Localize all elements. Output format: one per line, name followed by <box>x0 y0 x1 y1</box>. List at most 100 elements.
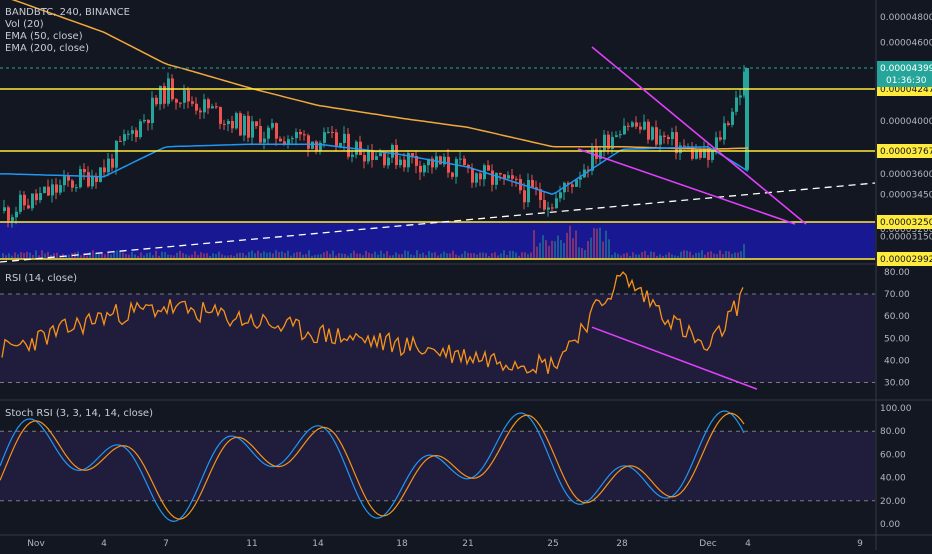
volume-bar <box>623 253 625 258</box>
volume-bar <box>92 250 94 258</box>
volume-bar <box>233 255 235 258</box>
volume-bar <box>542 235 544 258</box>
candle-body <box>571 184 574 187</box>
volume-bar <box>368 252 370 258</box>
candle-body <box>655 127 658 145</box>
candle-body <box>515 178 518 180</box>
date-tick-label: 9 <box>857 539 863 549</box>
wedge-upper-line <box>591 46 807 225</box>
volume-bar <box>134 254 136 258</box>
candle-body <box>147 119 150 124</box>
volume-bar <box>125 254 127 258</box>
price-pane[interactable] <box>0 0 876 263</box>
volume-bar <box>377 254 379 258</box>
volume-bar <box>29 252 31 258</box>
rsi-pane[interactable] <box>0 271 875 390</box>
candle-body <box>119 140 122 142</box>
ema200-indicator-label[interactable]: EMA (200, close) <box>5 43 89 54</box>
stoch-rsi-pane[interactable] <box>0 410 875 523</box>
candle-body <box>247 115 250 138</box>
candle-body <box>727 123 730 125</box>
stoch-k-line <box>0 410 745 523</box>
date-tick-label: 4 <box>101 539 107 549</box>
stoch-rsi-title[interactable]: Stoch RSI (3, 3, 14, 14, close) <box>5 408 153 419</box>
candle-body <box>471 168 474 183</box>
volume-bar <box>626 252 628 258</box>
volume-bar <box>479 252 481 258</box>
rsi-tick-label: 80.00 <box>884 268 910 278</box>
volume-bar <box>539 242 541 258</box>
volume-bar <box>485 253 487 258</box>
volume-bar <box>569 225 571 258</box>
stoch-band <box>0 431 875 501</box>
volume-bar <box>584 249 586 258</box>
candle-body <box>619 134 622 136</box>
volume-bar <box>371 253 373 258</box>
volume-bar <box>113 250 115 258</box>
candle-body <box>663 135 666 137</box>
candle-body <box>195 103 198 111</box>
candle-body <box>163 85 166 104</box>
candle-body <box>547 207 550 210</box>
candle-body <box>735 97 738 112</box>
candle-body <box>27 205 30 209</box>
volume-bar <box>743 244 745 258</box>
volume-bar <box>644 250 646 258</box>
volume-bar <box>506 254 508 258</box>
rsi-title[interactable]: RSI (14, close) <box>5 273 77 284</box>
volume-bar <box>257 250 259 258</box>
volume-bar <box>437 255 439 258</box>
volume-bar <box>179 250 181 258</box>
candle-body <box>235 113 238 129</box>
candle-body <box>511 175 514 179</box>
volume-bar <box>620 255 622 258</box>
volume-bar <box>359 253 361 258</box>
vol-indicator-label[interactable]: Vol (20) <box>5 19 44 30</box>
volume-bar <box>422 252 424 258</box>
volume-bar <box>245 255 247 258</box>
volume-bar <box>404 250 406 258</box>
candle-body <box>715 137 718 150</box>
volume-bar <box>722 254 724 258</box>
volume-bar <box>530 252 532 258</box>
volume-bar <box>416 250 418 258</box>
volume-bar <box>152 255 154 258</box>
volume-bar <box>218 251 220 258</box>
candle-body <box>111 158 114 168</box>
volume-bar <box>50 254 52 258</box>
volume-bar <box>395 252 397 258</box>
candle-body <box>311 141 314 149</box>
volume-bar <box>26 251 28 258</box>
candle-body <box>599 150 602 159</box>
candle-body <box>539 189 542 201</box>
volume-bar <box>170 254 172 258</box>
date-tick-label: 18 <box>396 539 408 549</box>
candle-body <box>595 146 598 159</box>
ema50-indicator-label[interactable]: EMA (50, close) <box>5 31 83 42</box>
candle-body <box>275 123 278 139</box>
volume-bar <box>548 245 550 258</box>
volume-bar <box>23 253 25 258</box>
volume-bar <box>293 253 295 258</box>
candle-body <box>219 106 222 124</box>
volume-bar <box>212 253 214 258</box>
candle-body <box>3 207 6 212</box>
price-tick-label: 0.00003600 <box>880 170 932 180</box>
volume-bar <box>8 253 10 258</box>
candle-body <box>463 158 466 166</box>
candle-body <box>287 139 290 145</box>
volume-bar <box>338 253 340 258</box>
volume-bar <box>428 251 430 258</box>
stoch-d-line <box>0 412 745 520</box>
volume-bar <box>527 254 529 258</box>
volume-bar <box>317 254 319 258</box>
volume-bar <box>362 255 364 258</box>
volume-bar <box>545 240 547 258</box>
candle-body <box>675 132 678 154</box>
price-tick-label: 0.00004800 <box>880 13 932 23</box>
candle-body <box>711 149 714 160</box>
volume-bar <box>476 254 478 258</box>
volume-bar <box>248 252 250 258</box>
volume-bar <box>44 253 46 258</box>
